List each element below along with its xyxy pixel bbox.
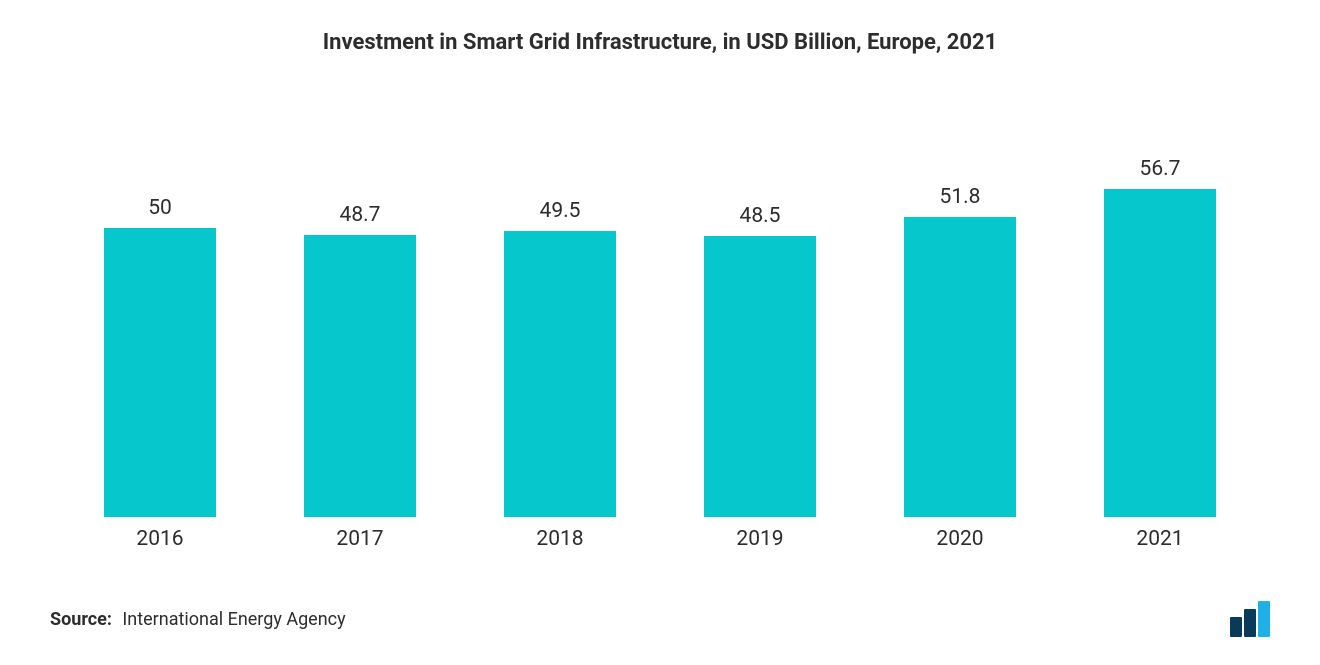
x-axis-labels: 2016 2017 2018 2019 2020 2021 — [50, 517, 1270, 551]
chart-container: Investment in Smart Grid Infrastructure,… — [0, 0, 1320, 665]
bar-group: 51.8 — [860, 95, 1060, 517]
logo-bar — [1230, 617, 1242, 637]
x-axis-label: 2016 — [60, 527, 260, 551]
bar-value-label: 48.5 — [740, 204, 781, 228]
bar-group: 48.5 — [660, 95, 860, 517]
bar-value-label: 50 — [148, 196, 172, 220]
x-axis-label: 2018 — [460, 527, 660, 551]
bar — [304, 235, 416, 517]
bar — [704, 236, 816, 517]
brand-logo-icon — [1230, 601, 1270, 637]
x-axis-label: 2017 — [260, 527, 460, 551]
chart-footer: Source: International Energy Agency — [50, 601, 1270, 637]
source-label: Source: — [50, 609, 112, 630]
bar-group: 56.7 — [1060, 95, 1260, 517]
bar-value-label: 49.5 — [540, 199, 581, 223]
x-axis-label: 2020 — [860, 527, 1060, 551]
bar — [1104, 189, 1216, 517]
bar-value-label: 56.7 — [1140, 157, 1181, 181]
chart-title: Investment in Smart Grid Infrastructure,… — [50, 30, 1270, 55]
logo-bar — [1244, 609, 1256, 637]
source-line: Source: International Energy Agency — [50, 609, 346, 630]
bar-value-label: 51.8 — [940, 185, 981, 209]
bar — [904, 217, 1016, 517]
source-text: International Energy Agency — [122, 609, 345, 630]
x-axis-label: 2019 — [660, 527, 860, 551]
logo-bar — [1258, 601, 1270, 637]
bar — [104, 228, 216, 517]
plot-area: 50 48.7 49.5 48.5 51.8 56.7 — [50, 95, 1270, 517]
x-axis-label: 2021 — [1060, 527, 1260, 551]
bar-group: 49.5 — [460, 95, 660, 517]
bar-group: 48.7 — [260, 95, 460, 517]
bar-group: 50 — [60, 95, 260, 517]
bar — [504, 231, 616, 517]
bar-value-label: 48.7 — [340, 203, 381, 227]
